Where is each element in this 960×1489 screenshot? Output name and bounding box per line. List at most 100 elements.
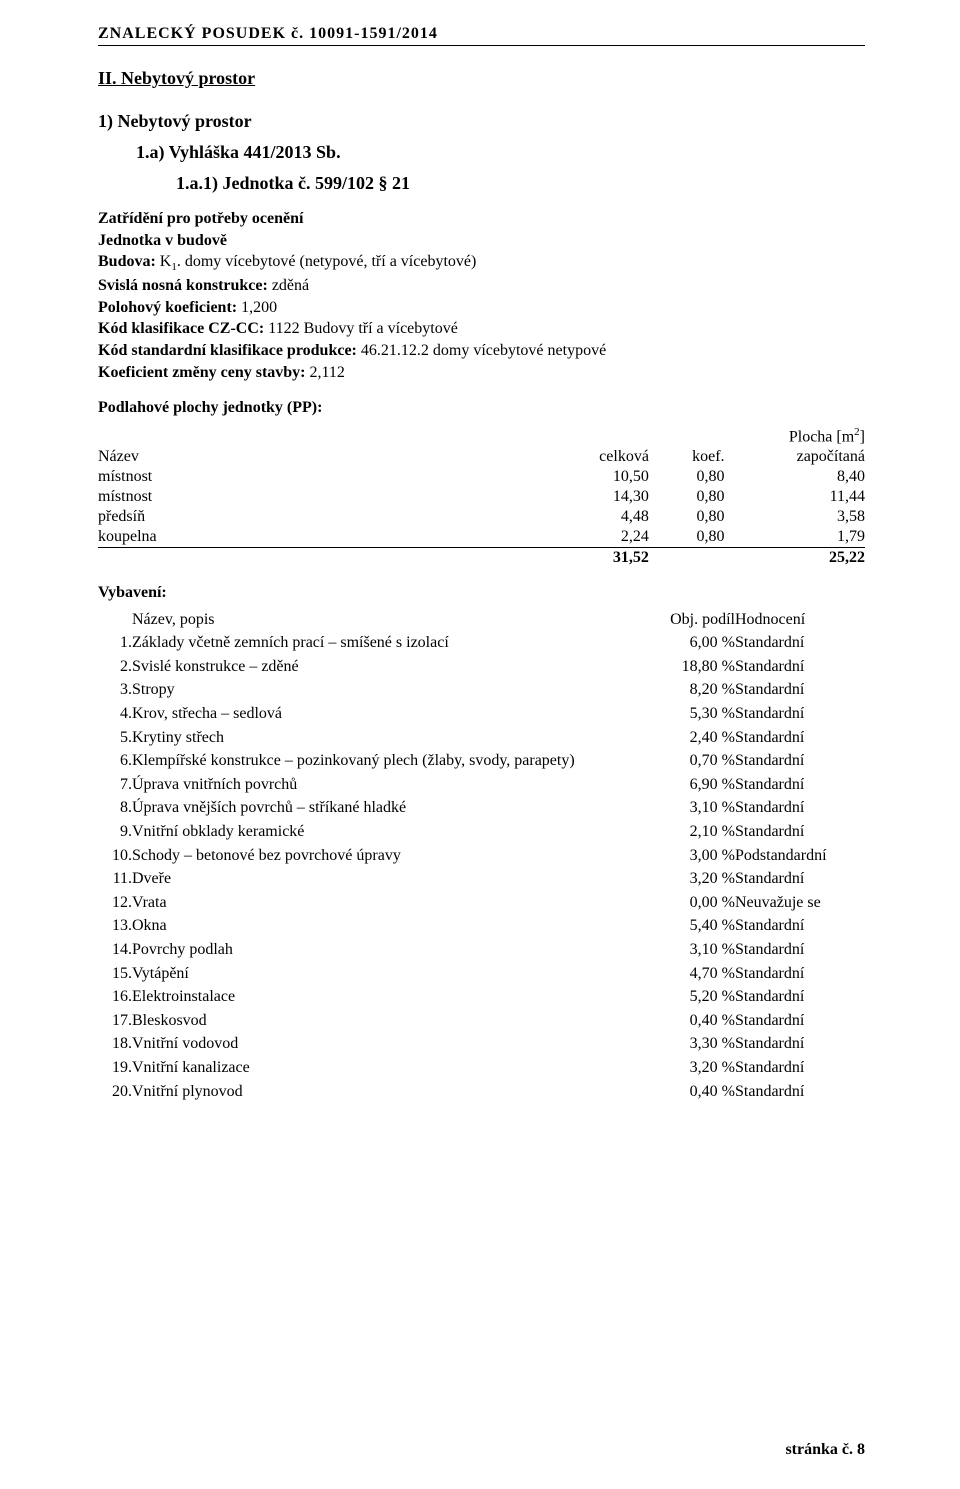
table-row: 1.Základy včetně zemních prací – smíšené… [98, 631, 865, 655]
table-row: Název celková koef. započítaná [98, 447, 865, 467]
cell-hod: Standardní [735, 796, 865, 820]
cell: 0,80 [649, 507, 725, 527]
table-row: 20.Vnitřní plynovod0,40 %Standardní [98, 1080, 865, 1104]
cell-name: Vnitřní plynovod [132, 1080, 645, 1104]
cell-idx: 20. [98, 1080, 132, 1104]
cell: 0,80 [649, 487, 725, 507]
cell-podil: 0,40 % [645, 1080, 735, 1104]
cell-idx: 16. [98, 985, 132, 1009]
cell: 11,44 [725, 487, 865, 507]
table-row: 14.Povrchy podlah3,10 %Standardní [98, 938, 865, 962]
cell-name: Klempířské konstrukce – pozinkovaný plec… [132, 749, 645, 773]
table-row: 12.Vrata0,00 %Neuvažuje se [98, 891, 865, 915]
line-ksp: Kód standardní klasifikace produkce: 46.… [98, 340, 865, 362]
cell-name: Krov, střecha – sedlová [132, 702, 645, 726]
cell-name: Základy včetně zemních prací – smíšené s… [132, 631, 645, 655]
cell-name: Dveře [132, 867, 645, 891]
cell: 25,22 [725, 548, 865, 569]
cell-hod: Standardní [735, 962, 865, 986]
value: zděná [268, 277, 309, 294]
value: 1,200 [237, 299, 277, 316]
col-nazev: Název [98, 447, 552, 467]
line-czcc: Kód klasifikace CZ-CC: 1122 Budovy tří a… [98, 318, 865, 340]
col-hod: Hodnocení [735, 608, 865, 632]
cell: 1,79 [725, 527, 865, 548]
cell-idx: 13. [98, 914, 132, 938]
table-row: Plocha [m2] [98, 425, 865, 447]
cell-idx: 8. [98, 796, 132, 820]
value: 2,112 [306, 364, 345, 381]
table-row: 16.Elektroinstalace5,20 %Standardní [98, 985, 865, 1009]
cell: předsíň [98, 507, 552, 527]
cell-idx: 9. [98, 820, 132, 844]
cell-hod: Standardní [735, 631, 865, 655]
table-row: 8.Úprava vnějších povrchů – stříkané hla… [98, 796, 865, 820]
table-row: 17.Bleskosvod0,40 %Standardní [98, 1009, 865, 1033]
cell-name: Úprava vnějších povrchů – stříkané hladk… [132, 796, 645, 820]
table-row: 3.Stropy8,20 %Standardní [98, 678, 865, 702]
cell-name: Vnitřní kanalizace [132, 1056, 645, 1080]
cell-hod: Standardní [735, 820, 865, 844]
table-row: 13.Okna5,40 %Standardní [98, 914, 865, 938]
cell: místnost [98, 467, 552, 487]
label: Svislá nosná konstrukce: [98, 277, 268, 294]
table-row: 10.Schody – betonové bez povrchové úprav… [98, 844, 865, 868]
cell-hod: Standardní [735, 726, 865, 750]
cell: 10,50 [552, 467, 649, 487]
doc-header: ZNALECKÝ POSUDEK č. 10091-1591/2014 [98, 25, 865, 43]
table-row: místnost 10,50 0,80 8,40 [98, 467, 865, 487]
table-row: 9.Vnitřní obklady keramické2,10 %Standar… [98, 820, 865, 844]
cell-podil: 5,20 % [645, 985, 735, 1009]
cell-podil: 3,20 % [645, 1056, 735, 1080]
cell-hod: Standardní [735, 678, 865, 702]
cell-hod: Standardní [735, 749, 865, 773]
table-row: 2.Svislé konstrukce – zděné18,80 %Standa… [98, 655, 865, 679]
cell-idx: 4. [98, 702, 132, 726]
cell-idx: 3. [98, 678, 132, 702]
cell: 4,48 [552, 507, 649, 527]
cell-podil: 5,30 % [645, 702, 735, 726]
cell: 14,30 [552, 487, 649, 507]
table-row: 7.Úprava vnitřních povrchů6,90 %Standard… [98, 773, 865, 797]
table-row: místnost 14,30 0,80 11,44 [98, 487, 865, 507]
cell-podil: 3,10 % [645, 938, 735, 962]
cell-name: Krytiny střech [132, 726, 645, 750]
value: 1122 Budovy tří a vícebytové [264, 320, 458, 337]
cell-podil: 3,20 % [645, 867, 735, 891]
cell-hod: Standardní [735, 702, 865, 726]
cell-idx: 1. [98, 631, 132, 655]
page-footer: stránka č. 8 [785, 1441, 865, 1459]
table-row-sum: 31,52 25,22 [98, 548, 865, 569]
cell-podil: 5,40 % [645, 914, 735, 938]
cell-name: Úprava vnitřních povrchů [132, 773, 645, 797]
section-title: II. Nebytový prostor [98, 68, 865, 89]
cell-podil: 0,70 % [645, 749, 735, 773]
cell-idx: 7. [98, 773, 132, 797]
cell-idx: 5. [98, 726, 132, 750]
pp-title: Podlahové plochy jednotky (PP): [98, 397, 865, 419]
cell-podil: 0,40 % [645, 1009, 735, 1033]
cell: 0,80 [649, 527, 725, 548]
line-jednotka: Jednotka v budově [98, 230, 865, 252]
cell-podil: 6,90 % [645, 773, 735, 797]
value: 46.21.12.2 domy vícebytové netypové [357, 342, 606, 359]
label: Kód standardní klasifikace produkce: [98, 342, 357, 359]
cell-name: Svislé konstrukce – zděné [132, 655, 645, 679]
cell-name: Stropy [132, 678, 645, 702]
line-svisla: Svislá nosná konstrukce: zděná [98, 275, 865, 297]
cell-hod: Standardní [735, 1009, 865, 1033]
cell-idx: 11. [98, 867, 132, 891]
cell-idx: 18. [98, 1032, 132, 1056]
cell-hod: Standardní [735, 1056, 865, 1080]
line-polohovy: Polohový koeficient: 1,200 [98, 297, 865, 319]
cell: 3,58 [725, 507, 865, 527]
cell-idx: 19. [98, 1056, 132, 1080]
col-name: Název, popis [132, 608, 645, 632]
cell-podil: 3,30 % [645, 1032, 735, 1056]
subsection-1a: 1.a) Vyhláška 441/2013 Sb. [136, 142, 865, 163]
line-budova: Budova: K1. domy vícebytové (netypové, t… [98, 251, 865, 275]
cell-hod: Neuvažuje se [735, 891, 865, 915]
cell-hod: Standardní [735, 1032, 865, 1056]
cell: 31,52 [552, 548, 649, 569]
col-podil: Obj. podíl [645, 608, 735, 632]
